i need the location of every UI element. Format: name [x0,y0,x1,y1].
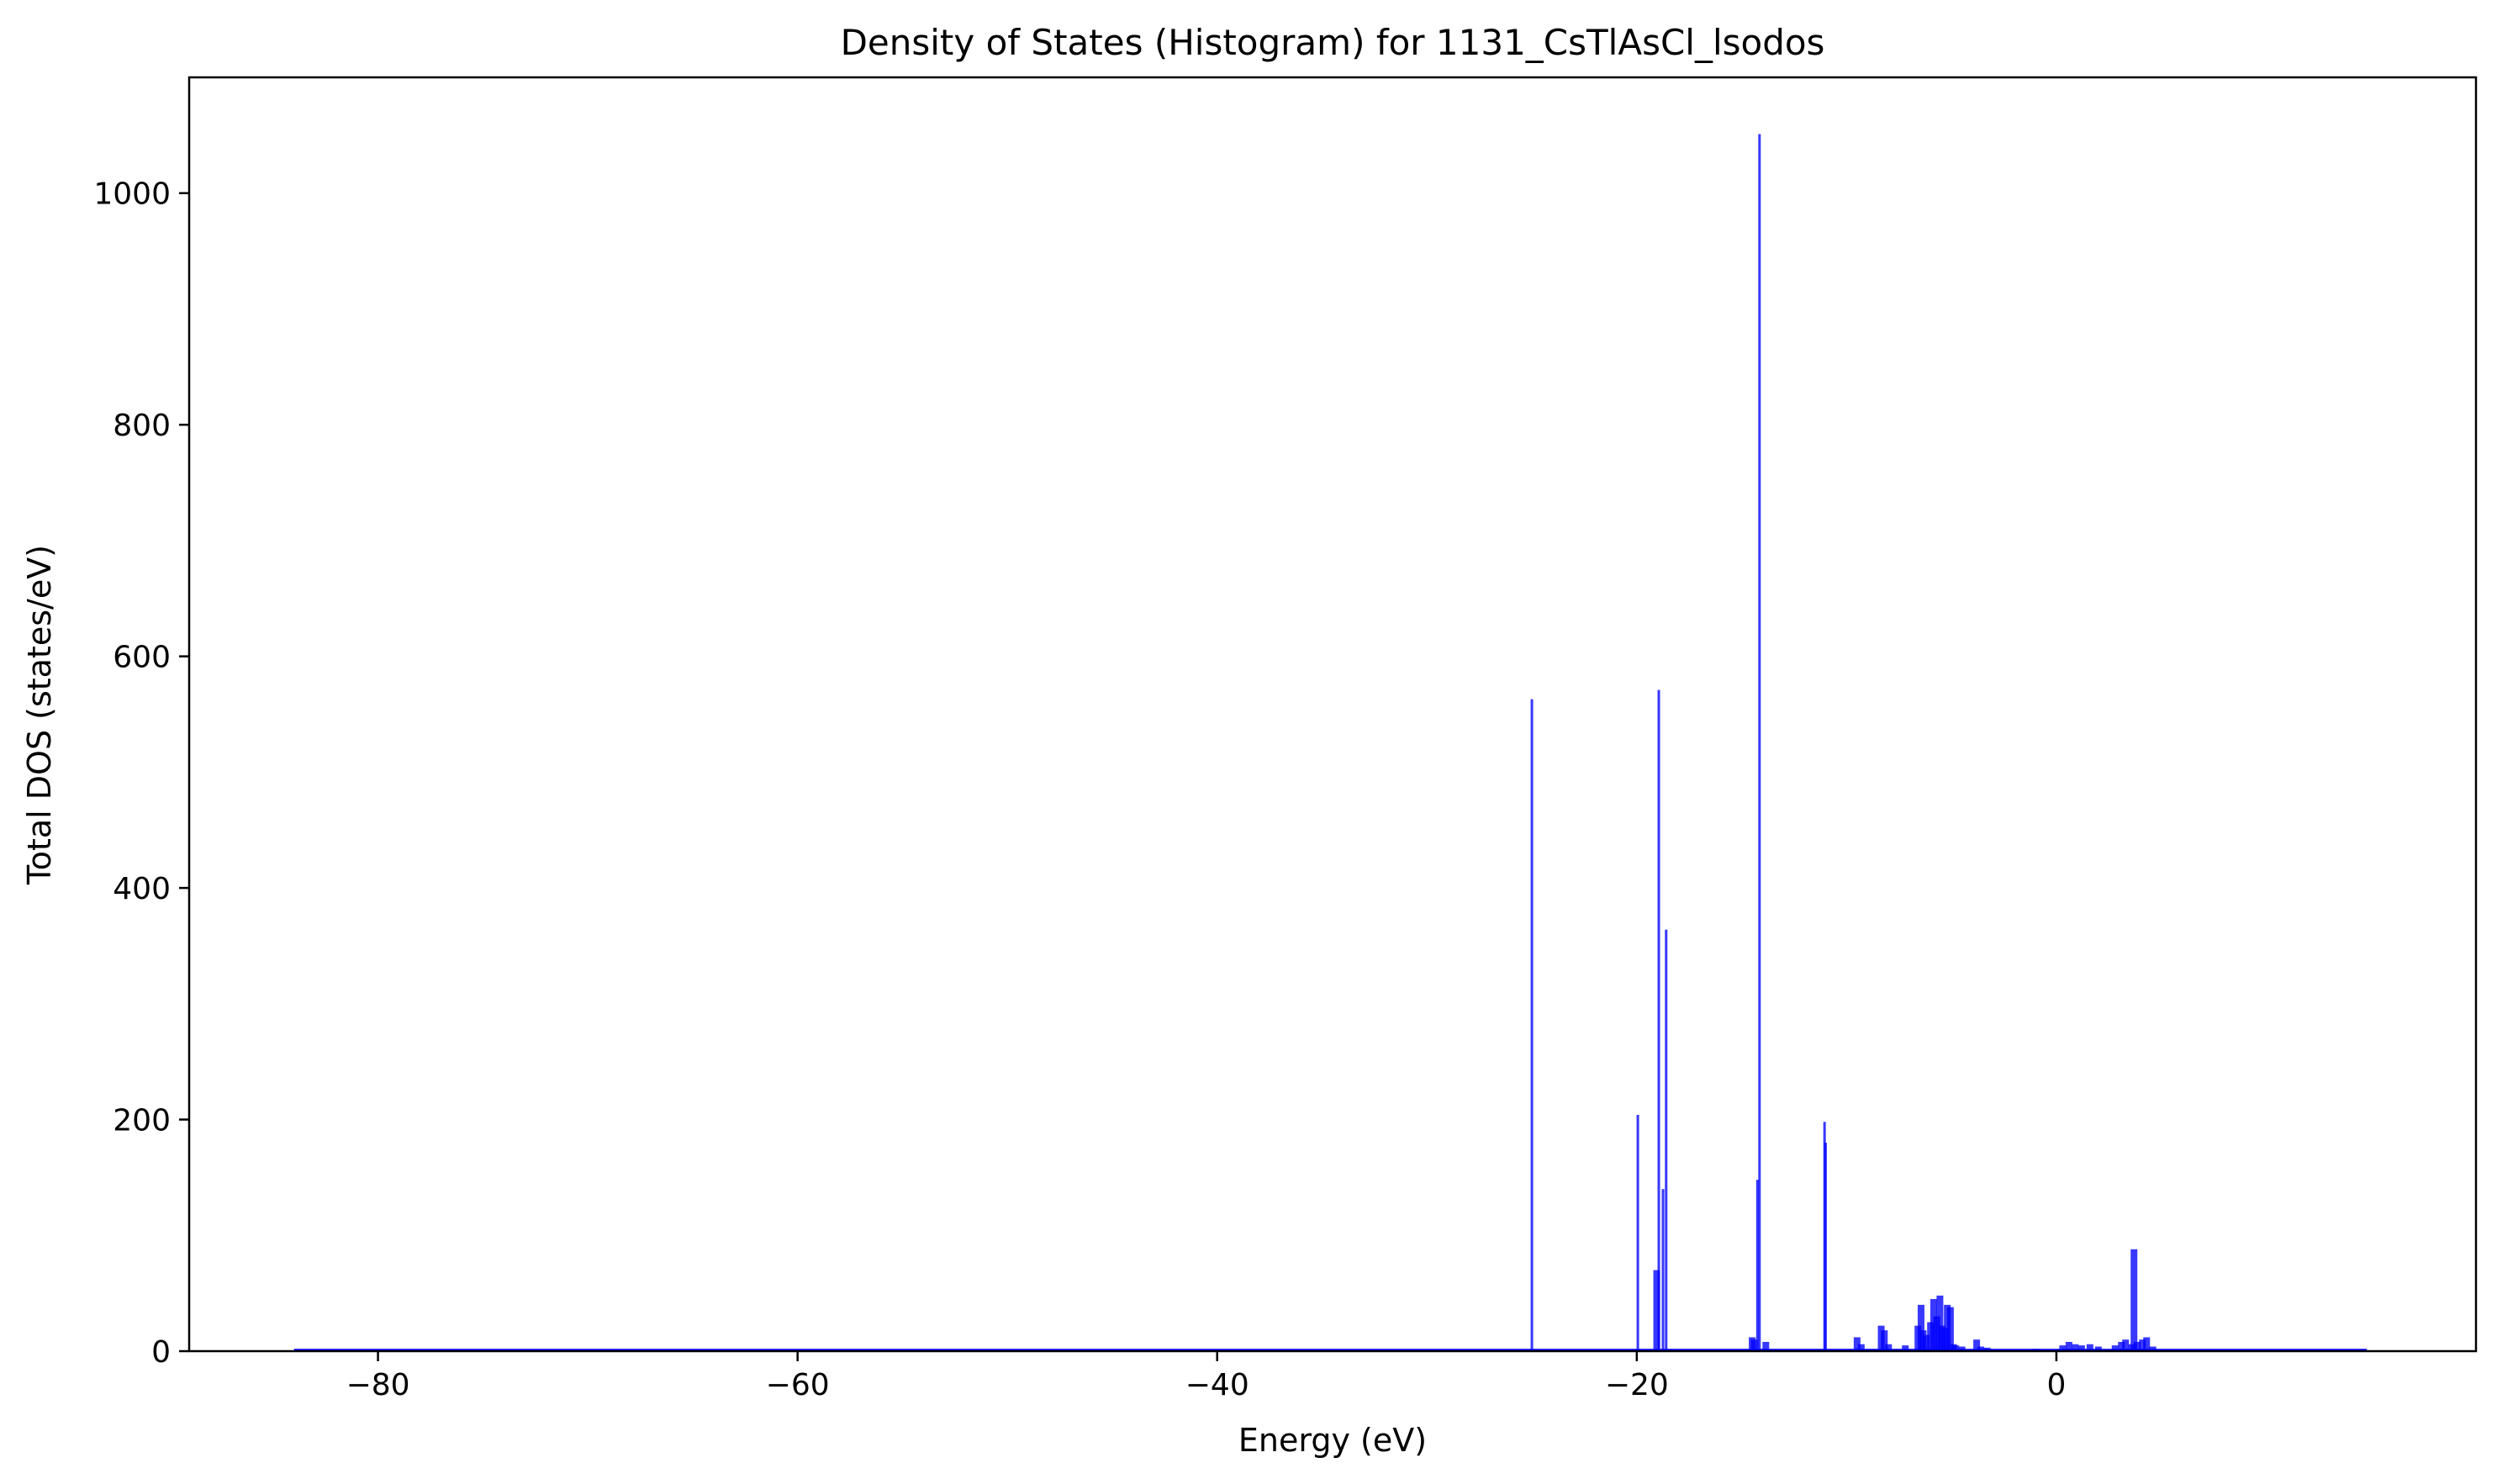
dos-bar [2122,1339,2130,1351]
dos-bar [1636,1115,1639,1351]
dos-bar [1657,689,1660,1351]
dos-bar [1758,134,1761,1352]
dos-bar [1881,1330,1888,1351]
dos-bar [1653,1270,1660,1351]
y-tick-label: 0 [151,1335,171,1370]
x-tick-label: 0 [2046,1368,2066,1402]
plot-frame [187,76,2478,1353]
dos-bar [1853,1337,1861,1351]
y-tick-label: 600 [113,641,171,675]
dos-bar [1665,929,1668,1351]
dos-bar [2149,1346,2156,1351]
dos-bar [1958,1346,1966,1351]
dos-bar [1750,1339,1758,1351]
dos-bar [2111,1345,2119,1351]
dos-bar [1902,1345,1909,1351]
dos-bar [2059,1345,2067,1351]
dos-bar [1661,1189,1665,1351]
dos-bar [2077,1345,2085,1351]
dos-bar [1973,1339,1981,1351]
y-axis-ticks: 0 200 400 600 800 1000 [93,177,189,1370]
dos-bar [2086,1344,2093,1351]
dos-bar [1824,1143,1827,1351]
dos-bar [2072,1344,2079,1351]
y-tick-label: 800 [113,409,171,443]
x-tick-label: −40 [1185,1368,1249,1402]
y-tick-label: 200 [113,1104,171,1138]
dos-bar [1977,1346,1985,1351]
dos-bar [2139,1339,2146,1351]
dos-bar [1755,1180,1759,1351]
x-axis-ticks: −80 −60 −40 −20 0 [346,1351,2066,1402]
x-tick-label: −20 [1605,1368,1669,1402]
y-tick-label: 400 [113,872,171,906]
dos-bar [2065,1341,2072,1351]
y-axis-label: Total DOS (states/eV) [21,545,58,885]
chart-title: Density of States (Histogram) for 1131_C… [841,22,1825,63]
dos-bar [1530,699,1534,1351]
y-tick-label: 1000 [93,177,171,212]
dos-bar [1762,1341,1770,1351]
dos-bar [2118,1341,2125,1351]
dos-bar [2133,1341,2141,1351]
dos-bar [1952,1345,1960,1351]
dos-bar [1946,1307,1954,1351]
dos-bar [1885,1344,1893,1351]
x-tick-label: −60 [766,1368,830,1402]
dos-bar [2094,1346,2102,1351]
dos-bar [1857,1344,1865,1351]
x-tick-label: −80 [346,1368,410,1402]
x-axis-label: Energy (eV) [1238,1422,1427,1459]
dos-bar [1936,1295,1944,1351]
dos-bar [1923,1334,1930,1351]
dos-bar [2130,1249,2138,1351]
dos-bar [1917,1304,1924,1351]
dos-bar [2143,1337,2151,1351]
